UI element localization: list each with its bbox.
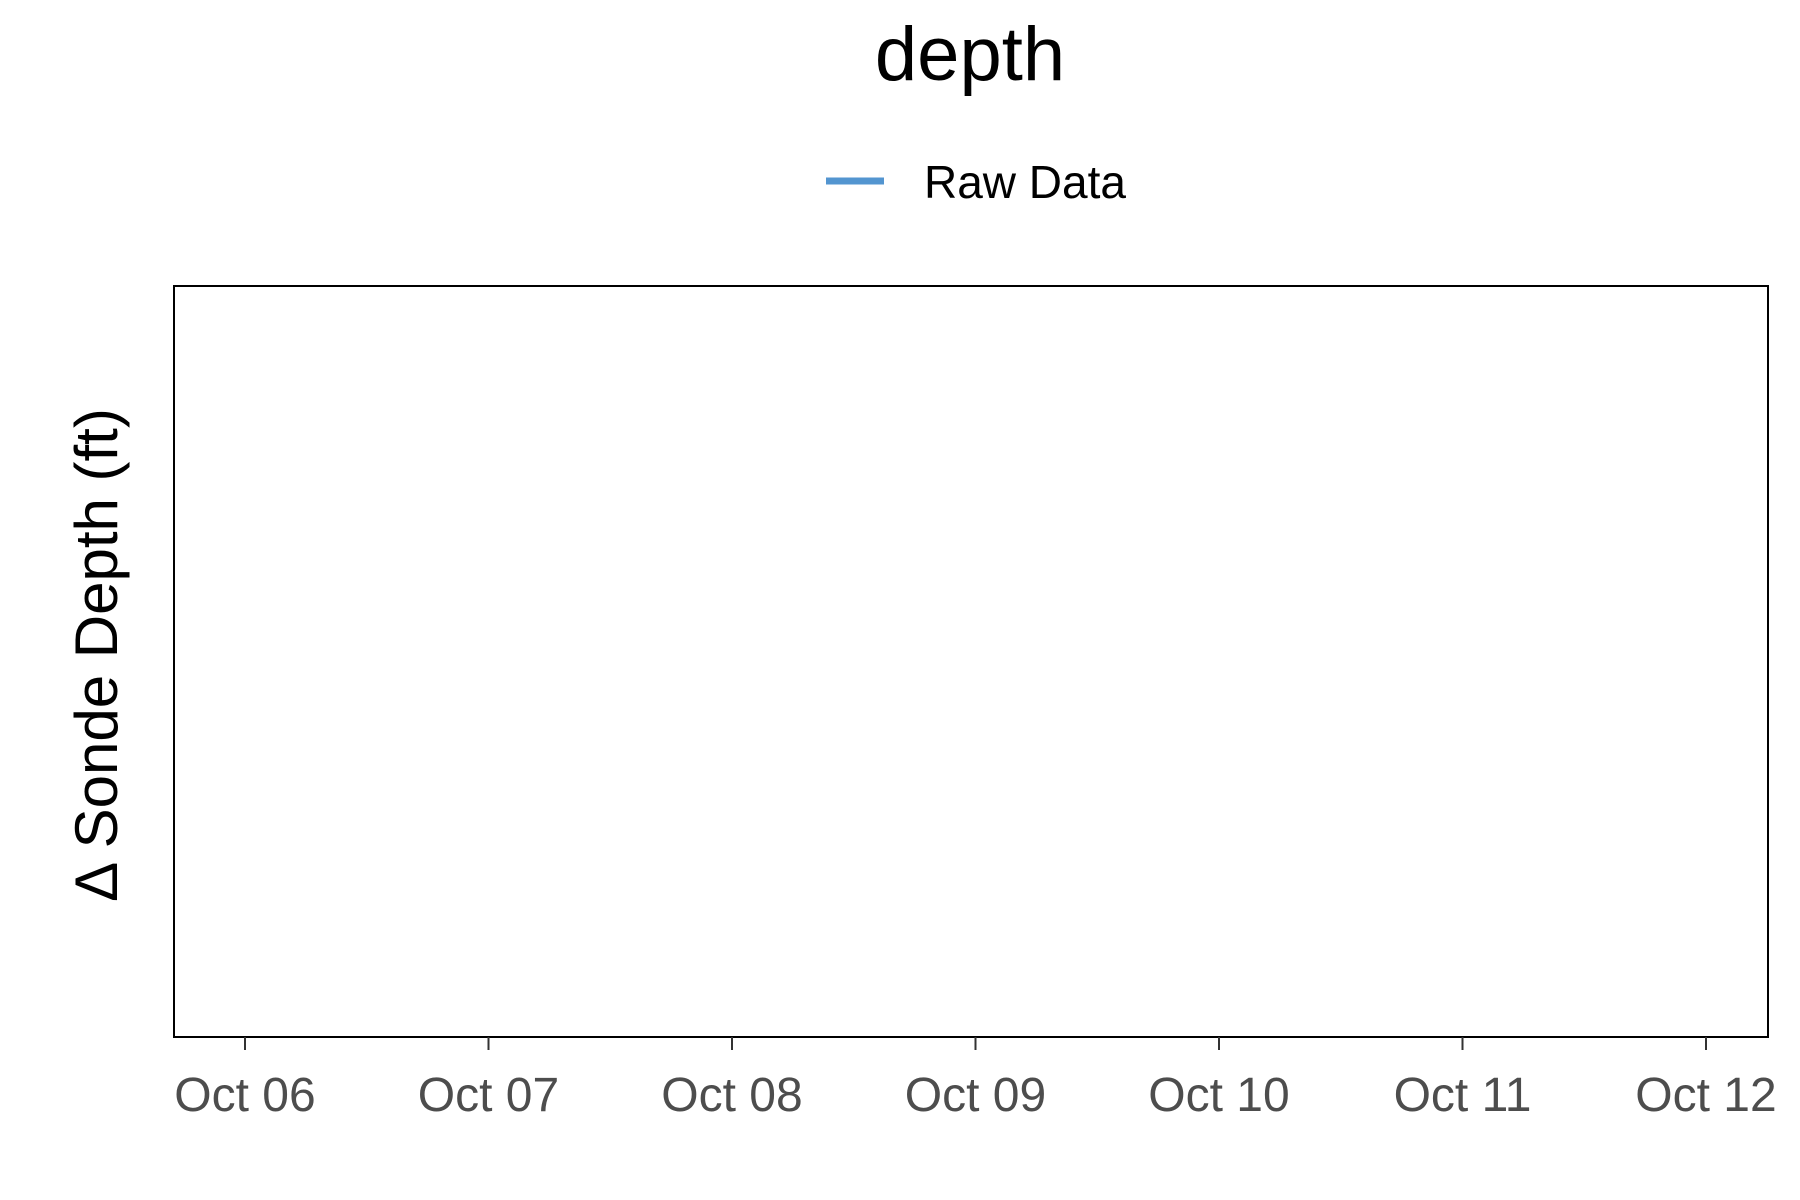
x-tick-label: Oct 11 — [1394, 1069, 1532, 1122]
x-tick-label: Oct 06 — [174, 1069, 315, 1122]
x-tick-label: Oct 08 — [661, 1069, 802, 1122]
x-axis-ticks: Oct 06 Oct 07 Oct 08 Oct 09 Oct 10 Oct 11 Oct … — [174, 1037, 1777, 1122]
x-tick-label: Oct 07 — [418, 1069, 559, 1122]
chart-title: depth — [875, 12, 1065, 97]
legend: Raw Data — [826, 156, 1126, 208]
x-tick-label: Oct 12 — [1635, 1069, 1776, 1122]
x-tick-label: Oct 10 — [1148, 1069, 1289, 1122]
y-axis-label: Δ Sonde Depth (ft) — [63, 408, 130, 902]
plot-panel — [173, 285, 1769, 1038]
x-tick-label: Oct 09 — [905, 1069, 1046, 1122]
legend-label-raw-data: Raw Data — [924, 156, 1126, 208]
